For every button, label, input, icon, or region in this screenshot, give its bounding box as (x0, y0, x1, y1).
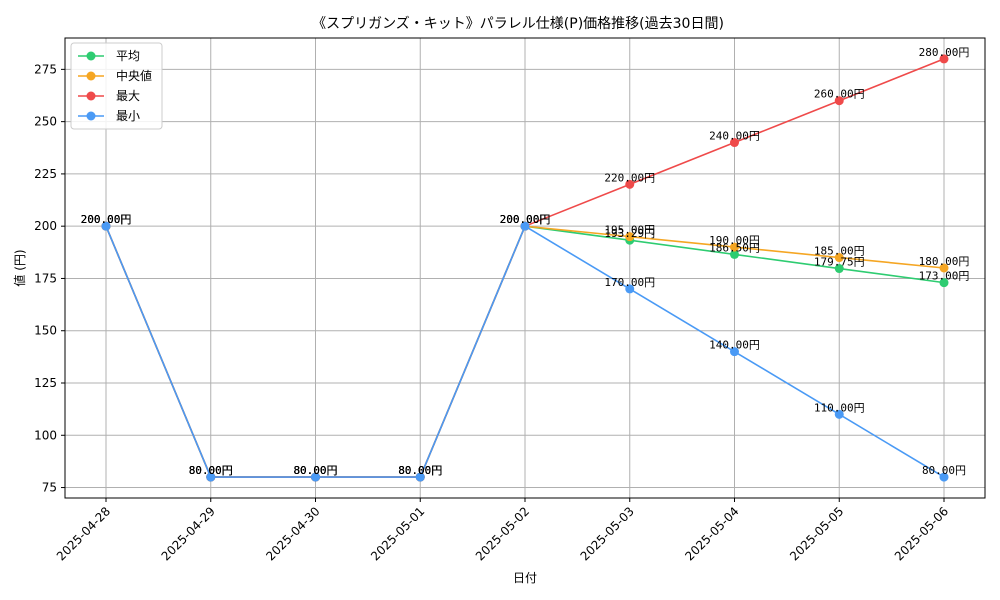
data-point (730, 347, 739, 357)
x-tick-label: 2025-05-04 (682, 504, 741, 563)
data-point (834, 253, 844, 263)
data-label: 185.00円 (814, 245, 865, 258)
x-tick-label: 2025-05-06 (892, 504, 951, 563)
legend-marker (86, 111, 96, 121)
data-label: 80.00円 (398, 464, 442, 477)
data-point (730, 249, 739, 259)
data-point (520, 221, 530, 231)
data-label: 80.00円 (398, 464, 442, 477)
x-tick-label: 2025-05-01 (368, 504, 427, 563)
data-label: 110.00円 (814, 401, 865, 414)
data-label: 200.00円 (500, 213, 551, 226)
data-label: 200.00円 (500, 213, 551, 226)
y-tick-label: 225 (34, 167, 57, 181)
data-point (311, 472, 320, 482)
data-point (834, 264, 844, 274)
data-point (939, 472, 949, 482)
x-axis-title: 日付 (513, 571, 537, 585)
data-point (625, 179, 635, 189)
data-label: 80.00円 (293, 464, 337, 477)
data-point (834, 409, 844, 419)
data-label: 195.00円 (604, 224, 655, 237)
data-label: 200.00円 (81, 213, 132, 226)
data-point (939, 278, 949, 288)
data-label: 80.00円 (189, 464, 233, 477)
data-label: 280.00円 (919, 46, 970, 59)
legend-marker (86, 71, 96, 81)
legend-label: 中央値 (116, 68, 152, 83)
y-tick-label: 100 (34, 428, 57, 442)
legend-marker (86, 91, 96, 101)
data-label: 260.00円 (814, 88, 865, 101)
data-label: 180.00円 (919, 255, 970, 268)
y-tick-label: 200 (34, 219, 57, 233)
data-label: 200.00円 (81, 213, 132, 226)
data-point (206, 472, 216, 482)
y-tick-label: 275 (34, 62, 57, 76)
data-label: 190.00円 (709, 234, 760, 247)
x-tick-label: 2025-04-30 (263, 504, 322, 563)
chart-title: 《スプリガンズ・キット》パラレル仕様(P)価格推移(過去30日間) (312, 16, 724, 32)
data-point (625, 232, 635, 242)
legend-label: 平均 (116, 49, 140, 63)
x-tick-label: 2025-05-05 (787, 504, 846, 563)
x-tick-label: 2025-05-03 (578, 504, 637, 563)
legend-marker (86, 51, 96, 61)
data-label: 80.00円 (922, 464, 966, 477)
legend-box (70, 42, 163, 130)
data-label: 220.00円 (604, 171, 655, 184)
data-label: 80.00円 (293, 464, 337, 477)
data-point (730, 138, 739, 148)
data-label: 200.00円 (81, 213, 132, 226)
data-label: 80.00円 (293, 464, 337, 477)
data-label: 240.00円 (709, 130, 760, 143)
data-label: 193.29円 (604, 227, 655, 240)
data-label: 140.00円 (709, 339, 760, 352)
data-label: 80.00円 (293, 464, 337, 477)
data-label: 80.00円 (398, 464, 442, 477)
data-label: 170.00円 (604, 276, 655, 289)
data-label: 200.00円 (500, 213, 551, 226)
data-label: 80.00円 (189, 464, 233, 477)
data-point (939, 263, 949, 273)
data-label: 200.00円 (81, 213, 132, 226)
series-group (101, 54, 949, 482)
data-label: 179.75円 (814, 256, 865, 269)
y-axis: 75 100 125 150 175 200 225 250 275 (34, 62, 65, 495)
x-tick-label: 2025-04-29 (159, 504, 218, 563)
data-label: 173.00円 (919, 270, 970, 283)
y-tick-label: 175 (34, 271, 57, 285)
x-tick-label: 2025-04-28 (54, 504, 113, 563)
x-tick-label: 2025-05-02 (473, 504, 532, 563)
data-point (939, 54, 949, 64)
legend-label: 最小 (116, 109, 140, 123)
data-label: 80.00円 (189, 464, 233, 477)
data-label: 200.00円 (500, 213, 551, 226)
x-axis: 2025-04-28 2025-04-29 2025-04-30 2025-05-01… (54, 498, 951, 563)
data-point (101, 221, 111, 231)
y-tick-label: 250 (34, 115, 57, 129)
data-point (625, 284, 635, 294)
y-tick-label: 125 (34, 376, 57, 390)
data-label: 186.50円 (709, 241, 760, 254)
data-point (415, 472, 425, 482)
y-tick-label: 150 (34, 324, 57, 338)
y-tick-label: 75 (42, 481, 57, 495)
y-axis-title: 値 (円) (12, 249, 27, 286)
data-point (730, 242, 739, 252)
legend-label: 最大 (116, 89, 140, 103)
data-label: 80.00円 (398, 464, 442, 477)
data-label: 80.00円 (189, 464, 233, 477)
data-point (834, 96, 844, 106)
